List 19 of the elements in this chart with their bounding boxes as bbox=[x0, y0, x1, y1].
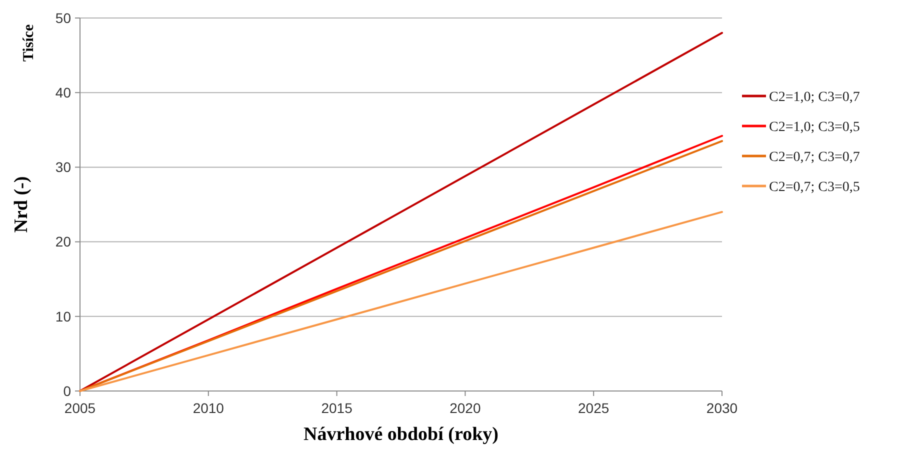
y-tick-label: 10 bbox=[55, 308, 72, 324]
legend-label: C2=1,0; C3=0,5 bbox=[769, 120, 860, 135]
y-tick-label: 20 bbox=[55, 234, 72, 250]
x-axis-title: Návrhové období (roky) bbox=[304, 424, 498, 445]
legend-label: C2=0,7; C3=0,7 bbox=[769, 150, 860, 165]
y-tick-label: 0 bbox=[63, 382, 72, 399]
legend-label: C2=1,0; C3=0,7 bbox=[769, 90, 860, 105]
y-axis-title: Nrd (-) bbox=[11, 176, 32, 233]
x-tick-label: 2005 bbox=[64, 400, 96, 416]
x-tick-label: 2025 bbox=[578, 400, 610, 416]
x-tick-label: 2030 bbox=[706, 400, 738, 416]
x-tick-label: 2020 bbox=[450, 400, 481, 416]
y-tick-label: 30 bbox=[55, 159, 72, 176]
x-tick-label: 2015 bbox=[321, 400, 353, 416]
y-tick-label: 40 bbox=[55, 84, 72, 100]
text: Tisíce bbox=[21, 24, 37, 62]
legend-label: C2=0,7; C3=0,5 bbox=[769, 180, 860, 195]
x-tick-label: 2010 bbox=[192, 400, 224, 416]
y-tick-label: 50 bbox=[55, 10, 72, 26]
